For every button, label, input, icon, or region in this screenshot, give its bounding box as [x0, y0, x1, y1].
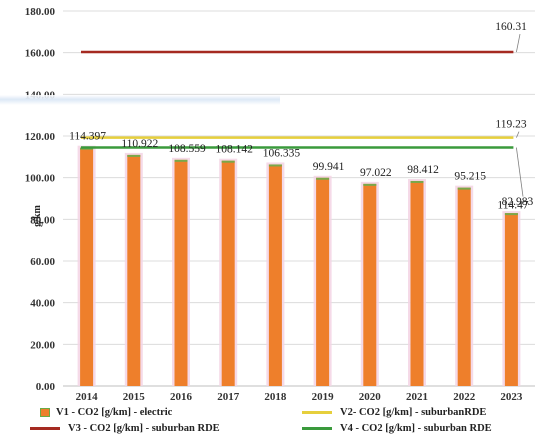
bar-data-label: 82.983: [502, 196, 534, 208]
y-axis-label: g/km: [32, 204, 43, 226]
bar-cap: [410, 180, 424, 183]
legend-item-v4: V4 - CO2 [g/km] - suburban RDE: [302, 423, 492, 434]
legend-label-v2: V2- CO2 [g/km] - suburbanRDE: [340, 407, 487, 418]
bar-cap: [268, 164, 282, 167]
y-tick-label: 40.00: [30, 298, 55, 310]
y-tick-label: 80.00: [30, 214, 55, 226]
line-data-label: 114.47: [497, 200, 528, 212]
bar-2023: [504, 213, 518, 386]
bar-2017: [221, 160, 235, 386]
bar-cap: [174, 159, 188, 162]
bar-2018: [268, 164, 282, 386]
bar-data-label: 106.335: [263, 147, 301, 159]
legend-swatch-v2: [302, 411, 332, 414]
bar-data-label: 108.559: [168, 143, 206, 155]
legend-label-v1: V1 - CO2 [g/km] - electric: [56, 407, 173, 418]
x-tick-label: 2018: [264, 391, 287, 403]
chart: 0.0020.0040.0060.0080.00100.00120.00140.…: [25, 6, 535, 403]
bar-2021: [410, 180, 424, 386]
leader-line: [516, 131, 520, 138]
bar-cap: [221, 160, 235, 163]
legend: V1 - CO2 [g/km] - electric V2- CO2 [g/km…: [30, 405, 540, 439]
legend-swatch-v1: [40, 408, 50, 417]
bar-cap: [363, 183, 377, 186]
bar-data-label: 95.215: [454, 171, 486, 183]
y-tick-label: 20.00: [30, 339, 55, 351]
bar-2020: [363, 183, 377, 386]
legend-label-v3: V3 - CO2 [g/km] - suburban RDE: [68, 423, 220, 434]
legend-label-v4: V4 - CO2 [g/km] - suburban RDE: [340, 423, 492, 434]
data-labels: 114.397 110.922 108.559 108.142 106.335 99.94…: [69, 21, 534, 212]
x-tick-label: 2014: [76, 391, 99, 403]
legend-swatch-v4: [302, 427, 332, 430]
legend-item-v3: V3 - CO2 [g/km] - suburban RDE: [30, 423, 220, 434]
x-tick-label: 2021: [406, 391, 428, 403]
legend-swatch-v3: [30, 427, 60, 430]
bar-cap: [504, 213, 518, 216]
y-axis-ticks: 0.0020.0040.0060.0080.00100.00120.00140.…: [25, 6, 56, 393]
legend-item-v2: V2- CO2 [g/km] - suburbanRDE: [302, 407, 486, 418]
bar-data-label: 97.022: [360, 167, 392, 179]
x-tick-label: 2016: [170, 391, 193, 403]
bar-2019: [316, 177, 330, 386]
y-tick-label: 100.00: [25, 173, 56, 185]
y-tick-label: 60.00: [30, 256, 55, 268]
x-tick-label: 2019: [312, 391, 335, 403]
line-data-label: 160.31: [495, 21, 527, 33]
bar-data-label: 108.142: [216, 144, 254, 156]
y-tick-label: 160.00: [25, 48, 56, 60]
x-tick-label: 2017: [217, 391, 240, 403]
leader-line: [516, 33, 521, 53]
bar-data-label: 98.412: [407, 164, 439, 176]
bar-cap: [457, 187, 471, 190]
x-tick-label: 2020: [359, 391, 382, 403]
y-tick-label: 0.00: [36, 381, 56, 393]
bar-series: [77, 145, 521, 386]
bar-cap: [316, 177, 330, 180]
line-data-label: 119.23: [495, 119, 526, 131]
y-tick-label: 120.00: [25, 131, 56, 143]
bar-data-label: 114.397: [69, 131, 106, 143]
x-tick-label: 2022: [453, 391, 476, 403]
leader-line: [516, 147, 524, 197]
x-axis-ticks: 2014 2015 2016 2017 2018 2019 2020 2021 2022 2023: [76, 391, 523, 403]
bar-cap: [127, 154, 141, 157]
legend-item-v1: V1 - CO2 [g/km] - electric: [40, 407, 172, 418]
x-tick-label: 2023: [500, 391, 523, 403]
bar-2022: [457, 187, 471, 386]
line-series: [81, 50, 514, 149]
bar-data-label: 110.922: [121, 138, 158, 150]
bar-data-label: 99.941: [313, 161, 345, 173]
bar-2015: [127, 154, 141, 386]
bar-2014: [80, 147, 94, 386]
x-tick-label: 2015: [123, 391, 146, 403]
bar-2016: [174, 159, 188, 386]
highlight-artifact: [0, 95, 280, 105]
y-tick-label: 180.00: [25, 6, 56, 18]
